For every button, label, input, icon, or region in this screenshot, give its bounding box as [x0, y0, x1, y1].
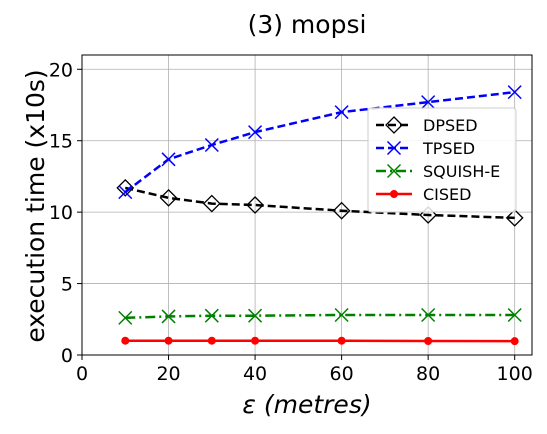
- plot-area: 0 20 40 60 80 100 0 5 10 15 20: [49, 55, 533, 385]
- legend-label-dpsed: DPSED: [423, 116, 478, 135]
- x-tick-label: 80: [416, 363, 440, 385]
- y-tick-label: 10: [49, 202, 73, 224]
- y-tick-label: 20: [49, 59, 73, 81]
- x-tick-label: 20: [156, 363, 180, 385]
- y-tick-label: 15: [49, 131, 73, 153]
- x-axis-label: ε (metres): [242, 390, 371, 419]
- legend-label-squish-e: SQUISH-E: [423, 162, 500, 181]
- x-tick-label: 0: [76, 363, 88, 385]
- data-point-cised: [338, 337, 345, 344]
- x-tick-label: 60: [330, 363, 354, 385]
- y-axis-label: execution time (x10s): [21, 69, 50, 342]
- chart-title: (3) mopsi: [248, 10, 367, 39]
- x-tick-label: 40: [243, 363, 267, 385]
- data-point-cised: [425, 338, 432, 345]
- data-point-cised: [122, 337, 129, 344]
- y-tick-label: 5: [61, 274, 73, 296]
- data-point-cised: [208, 337, 215, 344]
- data-point-cised: [252, 337, 259, 344]
- legend-marker-cised: [391, 191, 398, 198]
- y-tick-label: 0: [61, 345, 73, 367]
- x-tick-label: 100: [497, 363, 533, 385]
- legend-label-tpsed: TPSED: [422, 139, 475, 158]
- data-point-cised: [165, 337, 172, 344]
- data-point-cised: [511, 338, 518, 345]
- series-line-squish-e: [125, 315, 514, 318]
- legend: DPSED TPSED SQUISH-E CISED: [368, 108, 516, 212]
- legend-label-cised: CISED: [423, 185, 471, 204]
